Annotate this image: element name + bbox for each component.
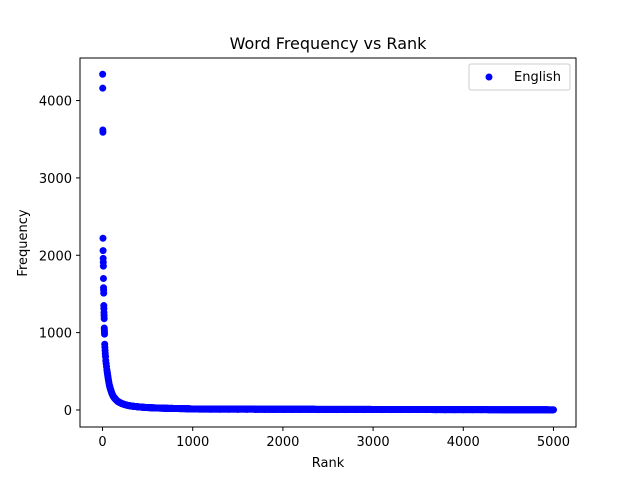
x-axis-label: Rank [312, 456, 345, 471]
x-tick-label: 3000 [357, 435, 390, 450]
data-point [101, 330, 109, 338]
data-point [261, 405, 269, 413]
data-point [99, 128, 107, 136]
data-point [306, 406, 314, 414]
data-point [99, 84, 107, 92]
data-point [207, 405, 215, 413]
data-point [468, 406, 476, 414]
data-point [423, 406, 431, 414]
legend: English [468, 63, 571, 91]
data-point [513, 406, 521, 414]
axes-frame [79, 57, 577, 428]
data-point [333, 406, 341, 414]
data-point [288, 406, 296, 414]
data-point [198, 405, 206, 413]
legend-label: English [514, 70, 561, 85]
data-point [279, 406, 287, 414]
data-point [477, 406, 485, 414]
data-point [154, 404, 162, 412]
y-tick-label: 1000 [39, 327, 72, 342]
data-point [441, 406, 449, 414]
data-point [99, 234, 107, 242]
data-point [387, 406, 395, 414]
data-point [351, 406, 359, 414]
data-point [169, 404, 177, 412]
data-point [176, 405, 184, 413]
data-point [99, 70, 107, 78]
y-ticks: 0 1000 2000 3000 4000 [39, 95, 80, 419]
data-point [342, 406, 350, 414]
data-point [216, 405, 224, 413]
data-point [450, 406, 458, 414]
data-point [324, 406, 332, 414]
x-tick-label: 0 [98, 435, 106, 450]
data-point [315, 406, 323, 414]
data-point [432, 406, 440, 414]
x-tick-label: 4000 [447, 435, 480, 450]
data-point [270, 405, 278, 413]
data-point [405, 406, 413, 414]
data-point [252, 405, 260, 413]
data-point [504, 406, 512, 414]
data-point [99, 262, 107, 270]
data-point [369, 406, 377, 414]
legend-marker [485, 73, 493, 81]
y-tick-label: 2000 [39, 249, 72, 264]
x-tick-label: 2000 [266, 435, 299, 450]
x-tick-label: 1000 [176, 435, 209, 450]
data-point [225, 405, 233, 413]
data-point [189, 405, 197, 413]
data-point [522, 406, 530, 414]
x-ticks: 0 1000 2000 3000 4000 5000 [98, 427, 570, 450]
data-point [396, 406, 404, 414]
data-point [495, 406, 503, 414]
data-point [378, 406, 386, 414]
data-point [100, 315, 108, 323]
data-point [459, 406, 467, 414]
data-point [414, 406, 422, 414]
data-point [360, 406, 368, 414]
data-point [234, 405, 242, 413]
data-point [243, 405, 251, 413]
data-point [149, 404, 157, 412]
data-point [540, 406, 548, 414]
y-tick-label: 0 [64, 404, 72, 419]
data-point [549, 406, 557, 414]
data-point [99, 247, 107, 255]
data-point [144, 404, 152, 412]
legend-frame [468, 63, 571, 91]
x-tick-label: 5000 [537, 435, 570, 450]
data-point [100, 289, 108, 297]
data-point [99, 274, 107, 282]
data-point [162, 404, 170, 412]
data-point [486, 406, 494, 414]
chart-title: Word Frequency vs Rank [230, 34, 428, 53]
points-layer [99, 70, 557, 414]
y-tick-label: 4000 [39, 95, 72, 110]
data-point [297, 406, 305, 414]
y-tick-label: 3000 [39, 172, 72, 187]
y-axis-label: Frequency [16, 209, 31, 276]
data-point [531, 406, 539, 414]
